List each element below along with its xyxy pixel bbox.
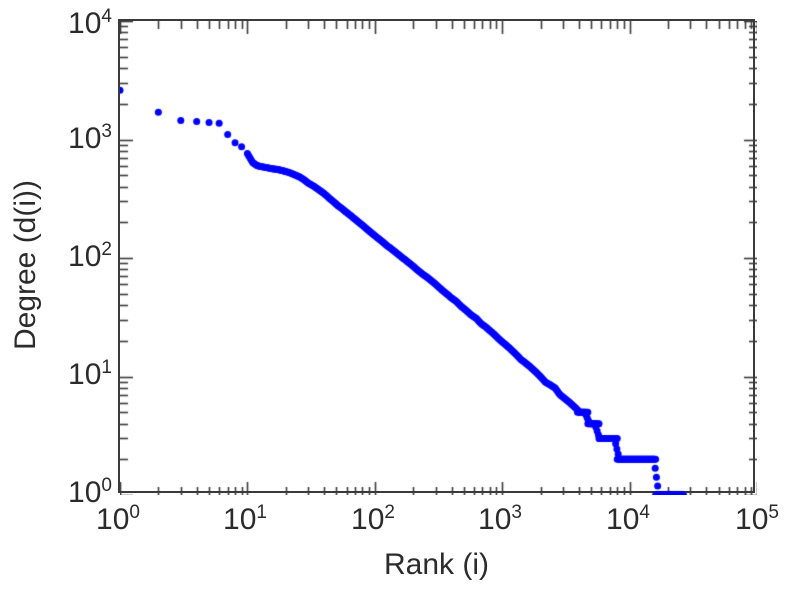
- x-tick-label-1e4: 104: [606, 502, 650, 536]
- scatter-plot-canvas: [120, 21, 757, 495]
- x-axis-label: Rank (i): [383, 548, 489, 581]
- x-tick-label-1e2: 102: [351, 502, 395, 536]
- y-tick-label-1e4: 104: [68, 6, 112, 40]
- y-tick-label-1e1: 101: [68, 357, 112, 391]
- y-tick-label-1e0: 100: [68, 475, 112, 509]
- y-axis-label: Degree (d(i)): [9, 179, 42, 351]
- y-tick-label-1e2: 102: [68, 239, 112, 273]
- x-tick-label-1e5: 105: [735, 502, 779, 536]
- x-tick-label-1e3: 103: [478, 502, 522, 536]
- plot-area: [118, 19, 757, 495]
- y-tick-label-1e3: 103: [68, 121, 112, 155]
- x-tick-label-1e1: 101: [223, 502, 267, 536]
- x-tick-label-1e0: 100: [96, 502, 140, 536]
